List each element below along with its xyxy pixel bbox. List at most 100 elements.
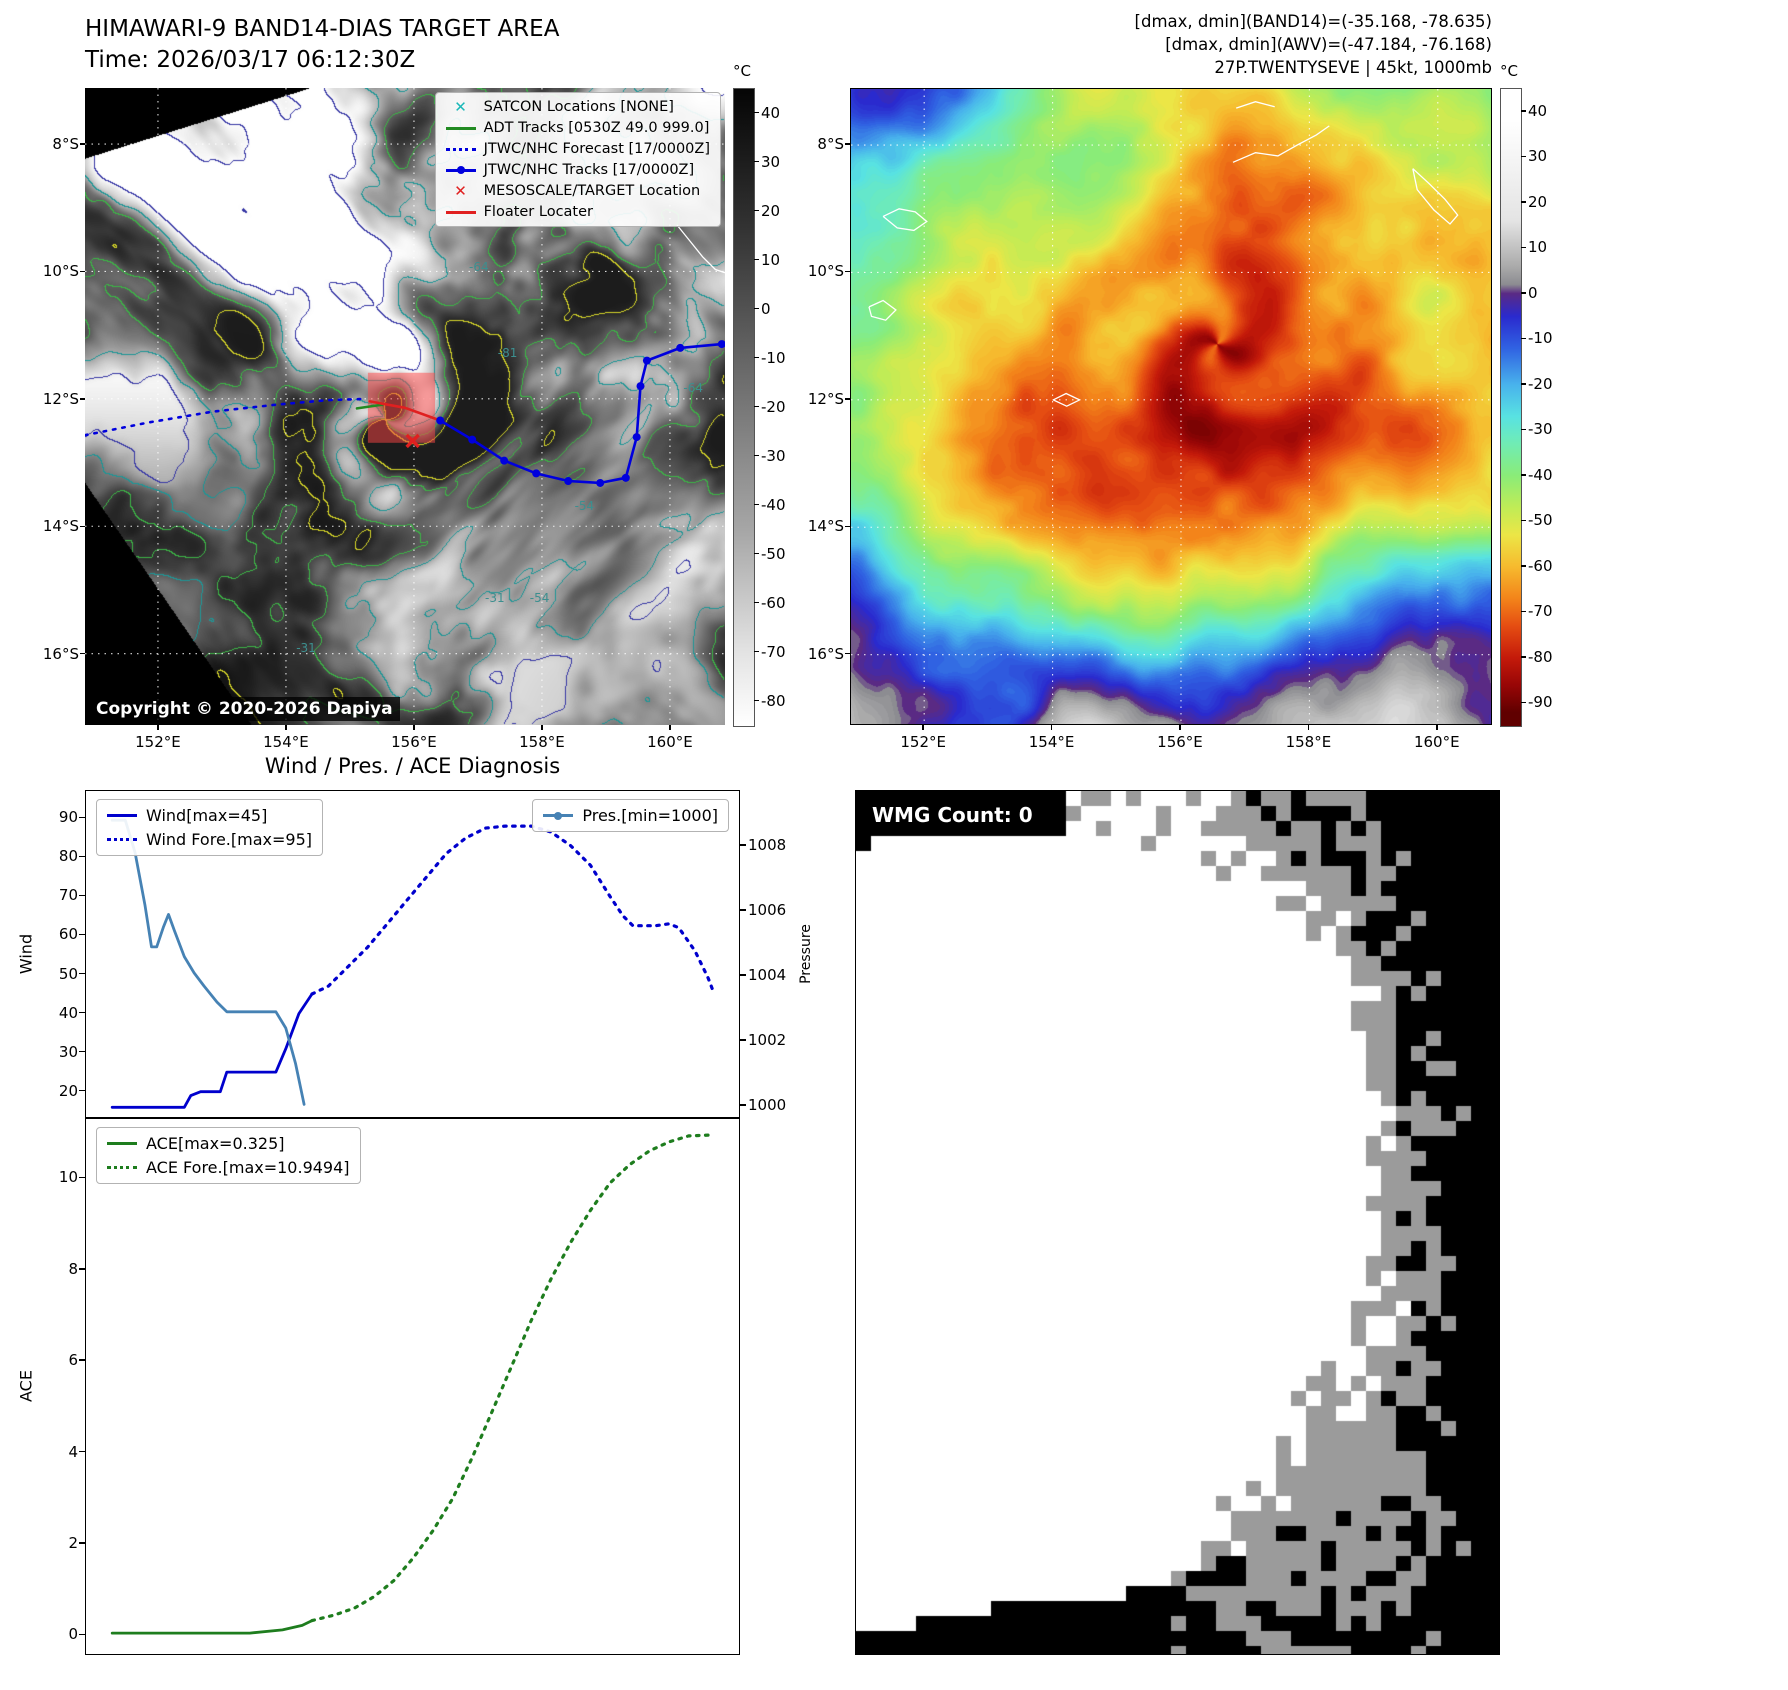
legend-label: ACE Fore.[max=10.9494] xyxy=(146,1158,350,1177)
line-icon xyxy=(107,814,137,817)
tick-mark xyxy=(79,894,85,897)
y-tick-label: 4 xyxy=(68,1442,78,1461)
contour-value-label: -64 xyxy=(683,381,703,396)
tick-mark xyxy=(845,652,850,655)
tick-mark xyxy=(1307,725,1310,730)
legend-label: SATCON Locations [NONE] xyxy=(483,99,674,115)
dotted-line-icon xyxy=(445,147,476,151)
tick-mark xyxy=(285,725,287,730)
colorbar-tick-label: 20 xyxy=(1528,192,1548,211)
legend-entry: JTWC/NHC Forecast [17/0000Z] xyxy=(445,141,710,157)
legend-marker xyxy=(445,163,476,177)
tick-mark xyxy=(1521,565,1526,567)
dot-marker-icon xyxy=(554,811,563,820)
lon-tick-label: 156°E xyxy=(1157,733,1203,751)
tick-mark xyxy=(1179,725,1181,730)
contour-value-label: -31 xyxy=(485,591,505,606)
tick-mark xyxy=(79,855,85,858)
colorbar-tick-label: -70 xyxy=(761,642,786,661)
tick-mark xyxy=(1521,155,1526,157)
pressure-legend: Pres.[min=1000] xyxy=(532,799,729,832)
tick-mark xyxy=(754,601,759,604)
tick-mark xyxy=(79,1450,85,1453)
dotted-line-icon xyxy=(107,1166,137,1169)
tick-mark xyxy=(922,725,924,730)
y2-tick-label: 1004 xyxy=(748,966,787,985)
y2-tick-label: 1000 xyxy=(748,1096,787,1114)
legend-entry: ADT Tracks [0530Z 49.0 999.0] xyxy=(445,120,710,136)
colorbar-tick-label: -40 xyxy=(1528,465,1553,484)
tick-mark xyxy=(79,1542,85,1544)
tick-mark xyxy=(1521,246,1526,248)
y-tick-label: 50 xyxy=(58,964,78,983)
legend-label: Pres.[min=1000] xyxy=(582,806,718,825)
legend-marker xyxy=(445,205,476,219)
legend-label: ACE[max=0.325] xyxy=(146,1134,285,1153)
colorbar-tick-label: -80 xyxy=(1528,647,1553,666)
tick-mark xyxy=(740,844,746,846)
wind-pressure-chart: Wind[max=45] Wind Fore.[max=95] Pres.[min… xyxy=(85,790,740,1118)
tick-mark xyxy=(157,725,159,730)
tick-mark xyxy=(845,270,850,273)
tick-mark xyxy=(754,650,759,653)
lon-tick-label: 160°E xyxy=(647,733,693,751)
tick-mark xyxy=(79,1268,85,1270)
diagnosis-chart-title: Wind / Pres. / ACE Diagnosis xyxy=(264,754,561,778)
tick-mark xyxy=(845,143,850,145)
line-icon xyxy=(445,210,476,214)
series-forecast-line xyxy=(310,1133,714,1623)
x-marker-icon: ✕ xyxy=(454,182,467,200)
legend-entry: ACE Fore.[max=10.9494] xyxy=(107,1158,350,1177)
tick-mark xyxy=(79,1089,85,1092)
lat-tick-label: 8°S xyxy=(52,135,79,154)
colorbar-tick-label: -80 xyxy=(761,691,786,710)
legend-label: Floater Locater xyxy=(483,204,594,220)
copyright-label: Copyright © 2020-2026 Dapiya xyxy=(89,697,400,721)
ace-axis-label: ACE xyxy=(16,1370,36,1402)
tick-mark xyxy=(754,160,759,163)
dmax-dmin-band14: [dmax, dmin](BAND14)=(-35.168, -78.635) xyxy=(1134,12,1492,31)
colorbar-tick-label: -30 xyxy=(761,446,786,465)
pressure-axis-label: Pressure xyxy=(798,924,814,984)
legend-label: Wind[max=45] xyxy=(146,806,268,825)
colorbar-tick-label: 40 xyxy=(1528,101,1548,120)
tick-mark xyxy=(79,1633,85,1636)
series-forecast-line xyxy=(310,824,716,996)
lat-tick-label: 16°S xyxy=(807,644,844,663)
legend-entry: JTWC/NHC Tracks [17/0000Z] xyxy=(445,162,710,178)
line-icon xyxy=(445,126,476,130)
storm-id-intensity: 27P.TWENTYSEVE | 45kt, 1000mb xyxy=(1214,58,1492,77)
legend-label: ADT Tracks [0530Z 49.0 999.0] xyxy=(483,120,710,136)
legend-marker xyxy=(107,833,137,847)
lat-tick-label: 12°S xyxy=(42,389,79,408)
legend-entry: ✕ SATCON Locations [NONE] xyxy=(446,99,710,115)
lon-tick-label: 154°E xyxy=(263,733,309,751)
tick-mark xyxy=(754,209,759,212)
awv-colorbar-unit: °C xyxy=(1500,62,1518,80)
tick-mark xyxy=(1521,701,1526,703)
wmg-mask-panel: WMG Count: 0 xyxy=(855,790,1500,1655)
tick-mark xyxy=(754,111,759,114)
tick-mark xyxy=(79,1359,85,1361)
lat-tick-label: 16°S xyxy=(42,644,79,663)
tick-mark xyxy=(541,725,543,730)
contour-value-label: -64 xyxy=(469,259,489,274)
colorbar-tick-label: -30 xyxy=(1528,420,1553,439)
band14-colorbar xyxy=(733,88,755,727)
lat-tick-label: 8°S xyxy=(817,135,844,154)
tick-mark xyxy=(1521,656,1526,658)
series-actual-line xyxy=(110,992,314,1109)
tick-mark xyxy=(1521,428,1526,430)
tick-mark xyxy=(79,933,85,936)
colorbar-tick-label: 10 xyxy=(761,250,781,269)
tick-mark xyxy=(754,405,759,408)
tick-mark xyxy=(1521,383,1526,385)
legend-marker xyxy=(543,809,574,823)
lon-tick-label: 154°E xyxy=(1028,733,1075,751)
lon-tick-label: 152°E xyxy=(900,733,946,751)
legend-entry: ✕ MESOSCALE/TARGET Location xyxy=(446,183,710,199)
panel1-timestamp: Time: 2026/03/17 06:12:30Z xyxy=(85,47,416,73)
ace-chart: ACE[max=0.325] ACE Fore.[max=10.9494] xyxy=(85,1118,740,1655)
y-tick-label: 10 xyxy=(58,1168,78,1187)
